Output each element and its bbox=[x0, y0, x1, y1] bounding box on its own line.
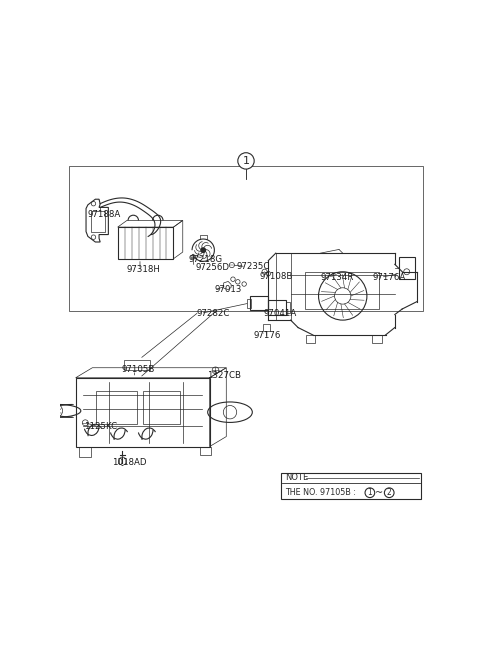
Bar bbox=[143, 391, 180, 424]
Bar bbox=[96, 391, 137, 424]
Text: 1125KC: 1125KC bbox=[84, 422, 117, 432]
Bar bbox=[250, 296, 268, 310]
Bar bbox=[200, 447, 211, 455]
Circle shape bbox=[200, 247, 206, 253]
Text: 1: 1 bbox=[242, 156, 250, 166]
Bar bbox=[69, 166, 423, 311]
Text: 2: 2 bbox=[387, 488, 392, 497]
Circle shape bbox=[238, 153, 254, 169]
Text: 97235C: 97235C bbox=[237, 262, 270, 271]
Text: 1018AD: 1018AD bbox=[112, 458, 146, 466]
Text: 97218G: 97218G bbox=[188, 255, 222, 264]
Text: 1327CB: 1327CB bbox=[207, 371, 241, 380]
Bar bbox=[76, 378, 210, 447]
Bar bbox=[267, 300, 286, 314]
Circle shape bbox=[54, 409, 58, 413]
Text: NOTE: NOTE bbox=[285, 474, 308, 483]
Text: 97176: 97176 bbox=[253, 331, 281, 340]
Text: ~: ~ bbox=[375, 487, 384, 498]
Bar bbox=[118, 227, 173, 258]
Bar bbox=[398, 257, 415, 279]
Text: THE NO. 97105B :: THE NO. 97105B : bbox=[285, 488, 359, 497]
Text: 1: 1 bbox=[368, 488, 372, 497]
Text: 97188A: 97188A bbox=[88, 210, 121, 218]
Bar bbox=[305, 272, 379, 309]
Bar bbox=[79, 447, 91, 457]
Bar bbox=[286, 302, 290, 313]
Bar bbox=[263, 324, 270, 331]
Text: 97108B: 97108B bbox=[259, 272, 292, 281]
Circle shape bbox=[365, 488, 375, 497]
Circle shape bbox=[384, 488, 394, 497]
Text: 97134R: 97134R bbox=[321, 273, 354, 282]
Text: 97105B: 97105B bbox=[121, 365, 155, 375]
Bar bbox=[248, 299, 251, 308]
Text: 97256D: 97256D bbox=[196, 263, 230, 272]
Text: 97318H: 97318H bbox=[126, 266, 160, 274]
Bar bbox=[91, 211, 105, 232]
Bar bbox=[124, 360, 150, 369]
Bar bbox=[372, 335, 382, 343]
Bar bbox=[305, 335, 315, 343]
Text: 97041A: 97041A bbox=[264, 308, 297, 318]
Text: 97013: 97013 bbox=[215, 285, 242, 295]
Bar bbox=[281, 472, 421, 499]
Text: 97176A: 97176A bbox=[372, 273, 406, 282]
Text: 97282C: 97282C bbox=[197, 309, 230, 318]
